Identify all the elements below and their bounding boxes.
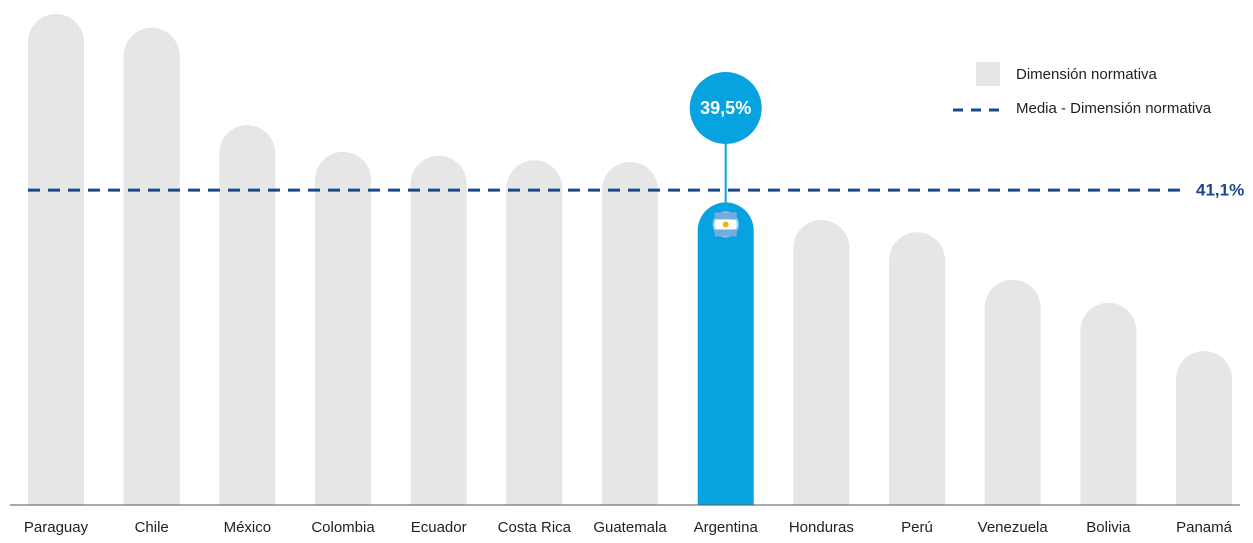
x-tick-label: Venezuela: [978, 519, 1049, 536]
bar: [315, 151, 372, 505]
bar: [1080, 302, 1137, 505]
flag-stripe: [714, 212, 737, 220]
reference-label: 41,1%: [1196, 181, 1244, 200]
x-tick-label: Argentina: [694, 519, 759, 536]
legend-label: Dimensión normativa: [1016, 66, 1158, 83]
legend-swatch: [976, 62, 1000, 86]
flag-stripe: [714, 229, 737, 237]
x-tick-label: Paraguay: [24, 519, 89, 536]
x-tick-label: México: [224, 519, 272, 536]
bar: [410, 155, 467, 505]
x-tick-label: Ecuador: [411, 519, 467, 536]
bar: [1176, 351, 1233, 505]
x-tick-label: Perú: [901, 519, 933, 536]
legend-label: Media - Dimensión normativa: [1016, 100, 1212, 117]
x-tick-label: Chile: [135, 519, 169, 536]
x-tick-label: Guatemala: [593, 519, 667, 536]
bar: [219, 125, 276, 505]
bar: [506, 160, 563, 506]
bar: [984, 279, 1041, 505]
bar: [889, 232, 946, 505]
value-bubble: [689, 72, 762, 144]
bar: [793, 220, 850, 505]
x-tick-label: Bolivia: [1086, 519, 1131, 536]
bar: [28, 14, 84, 505]
x-tick-label: Panamá: [1176, 519, 1233, 536]
bar: [602, 161, 659, 506]
value-label: 39,5%: [700, 98, 751, 118]
x-tick-label: Costa Rica: [498, 519, 572, 536]
bar: [697, 202, 754, 505]
bar: [123, 27, 180, 505]
x-tick-label: Colombia: [311, 519, 375, 536]
x-tick-label: Honduras: [789, 519, 854, 536]
flag-sun: [722, 221, 729, 228]
